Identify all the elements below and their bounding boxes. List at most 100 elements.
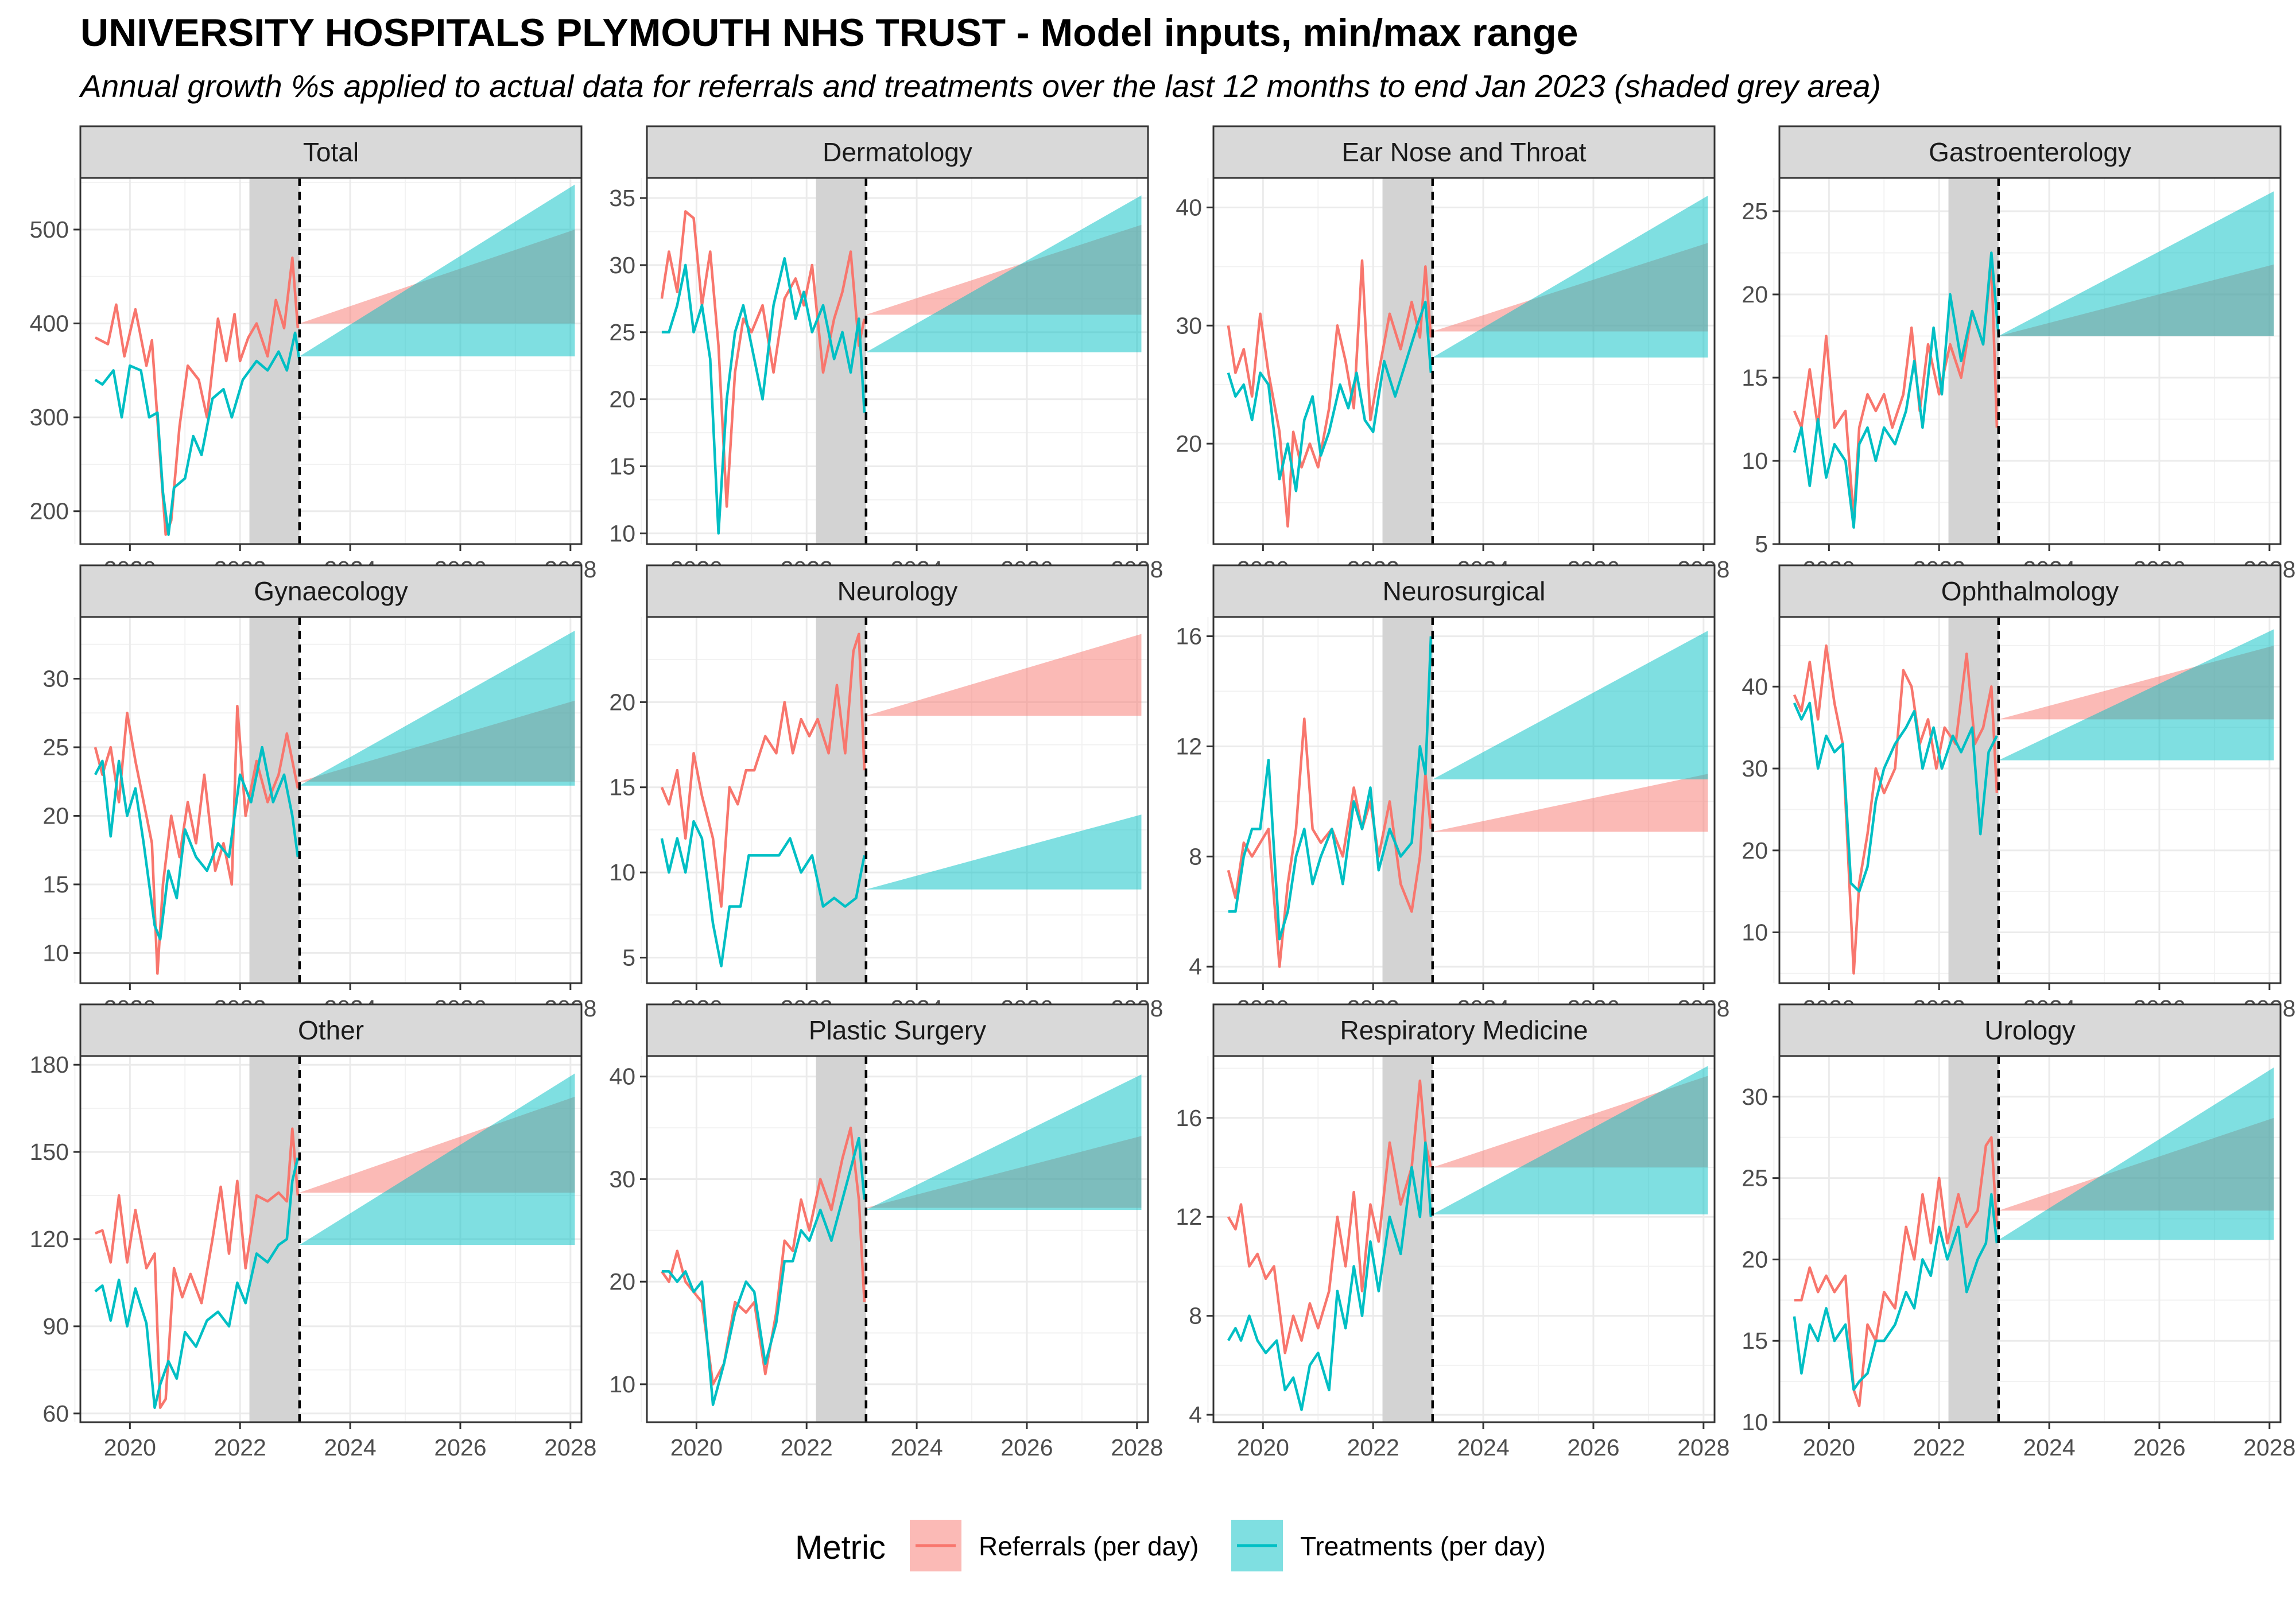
facet-strip	[1778, 1003, 2282, 1057]
x-tick-label: 2020	[104, 1434, 156, 1461]
baseline-shade	[816, 178, 866, 544]
panel-border	[646, 616, 1149, 984]
y-tick-label: 5	[1755, 531, 1768, 557]
legend: Metric Referrals (per day) Treatments (p…	[795, 1520, 1546, 1571]
x-tick-label: 2026	[1567, 1434, 1619, 1461]
baseline-shade	[1382, 617, 1433, 983]
y-tick-label: 30	[42, 666, 69, 692]
facet-strip	[646, 564, 1149, 618]
projection-band-treatments	[1998, 629, 2274, 760]
projection-band-treatments	[299, 630, 575, 786]
facet-strip	[1778, 564, 2282, 618]
legend-item-treatments: Treatments (per day)	[1231, 1520, 1546, 1571]
facet-gastroenterology: Gastroenterology510152025202020222024202…	[1742, 125, 2295, 583]
series-line-referrals	[1227, 259, 1433, 528]
baseline-shade	[1948, 1056, 1999, 1422]
projection-band-treatments	[1998, 191, 2274, 336]
y-tick-label: 15	[609, 453, 635, 479]
y-tick-label: 15	[609, 774, 635, 801]
panel-border	[1212, 177, 1716, 545]
projection-band-treatments	[866, 195, 1142, 352]
facet-ear-nose-and-throat: Ear Nose and Throat203040202020222024202…	[1176, 125, 1729, 583]
series-line-referrals	[660, 632, 866, 908]
x-tick-label: 2028	[2243, 1434, 2295, 1461]
x-tick-label: 2022	[1913, 1434, 1965, 1461]
series-line-treatments	[1793, 251, 2000, 529]
facet-strip	[79, 564, 583, 618]
facet-strip	[1212, 125, 1716, 179]
legend-title: Metric	[795, 1529, 886, 1566]
legend-label-referrals: Referrals (per day)	[979, 1531, 1199, 1561]
facet-strip-label: Gastroenterology	[1929, 137, 2131, 167]
projection-band-treatments	[299, 1073, 575, 1245]
y-tick-label: 30	[1742, 755, 1768, 782]
x-tick-label: 2022	[781, 1434, 833, 1461]
legend-label-treatments: Treatments (per day)	[1300, 1531, 1546, 1561]
y-tick-label: 30	[1176, 312, 1202, 339]
y-tick-label: 40	[1742, 673, 1768, 700]
facet-total: Total20030040050020202022202420262028	[30, 125, 596, 583]
y-tick-label: 40	[1176, 194, 1202, 220]
series-line-treatments	[1793, 1193, 1999, 1391]
y-tick-label: 5	[622, 944, 635, 971]
projection-band-treatments	[866, 814, 1142, 890]
series-line-treatments	[1793, 701, 1998, 893]
y-tick-label: 10	[609, 1371, 635, 1398]
y-tick-label: 30	[609, 1166, 635, 1192]
y-tick-label: 10	[42, 940, 69, 966]
y-tick-label: 4	[1189, 1402, 1202, 1428]
y-tick-label: 8	[1189, 1303, 1202, 1329]
series-line-treatments	[1227, 1141, 1433, 1411]
facet-strip-label: Gynaecology	[254, 576, 408, 606]
y-tick-label: 200	[30, 498, 69, 525]
series-line-referrals	[94, 705, 300, 975]
baseline-shade	[249, 1056, 300, 1422]
facet-neurosurgical: Neurosurgical48121620202022202420262028	[1176, 564, 1729, 1022]
y-tick-label: 10	[1742, 919, 1768, 946]
facet-strip-label: Total	[303, 137, 359, 167]
y-tick-label: 15	[42, 871, 69, 898]
y-tick-label: 12	[1176, 1204, 1202, 1230]
x-tick-label: 2020	[1237, 1434, 1289, 1461]
y-tick-label: 12	[1176, 733, 1202, 759]
facet-strip-label: Ear Nose and Throat	[1341, 137, 1586, 167]
x-tick-label: 2028	[544, 1434, 596, 1461]
y-tick-label: 10	[609, 520, 635, 546]
series-line-referrals	[1227, 1079, 1433, 1354]
panel-border	[1212, 1055, 1716, 1423]
facet-other: Other 60 90 120 150 180 2020 2022 2024 2026 2028	[30, 1003, 596, 1461]
y-tick-label: 8	[1189, 843, 1202, 870]
baseline-shade	[1382, 1056, 1433, 1422]
facet-strip-label: Ophthalmology	[1941, 576, 2119, 606]
x-tick-label: 2026	[1000, 1434, 1053, 1461]
series-line-referrals	[660, 210, 866, 508]
chart-title: UNIVERSITY HOSPITALS PLYMOUTH NHS TRUST …	[80, 11, 1578, 55]
baseline-shade	[816, 617, 866, 983]
facet-dermatology: Dermatology10152025303520202022202420262…	[609, 125, 1163, 583]
facet-ophthalmology: Ophthalmology102030402020202220242026202…	[1742, 564, 2295, 1022]
x-tick-label: 2024	[2023, 1434, 2075, 1461]
y-tick-label: 60	[42, 1400, 69, 1427]
projection-band-referrals	[1432, 774, 1708, 832]
projection-band-treatments	[1432, 1066, 1708, 1214]
facet-strip-label: Other	[298, 1015, 364, 1045]
facet-gynaecology: Gynaecology10152025302020202220242026202…	[42, 564, 596, 1022]
facet-strip	[1212, 1003, 1716, 1057]
facet-grid: Total20030040050020202022202420262028Der…	[30, 125, 2295, 1461]
y-tick-label: 35	[609, 185, 635, 211]
facet-strip-label: Neurosurgical	[1383, 576, 1546, 606]
facet-strip-label: Urology	[1984, 1015, 2076, 1045]
series-line-treatments	[94, 331, 301, 536]
facet-strip	[79, 1003, 583, 1057]
series-line-treatments	[94, 1157, 300, 1409]
x-tick-label: 2028	[1111, 1434, 1163, 1461]
y-tick-label: 20	[42, 802, 69, 829]
y-tick-label: 16	[1176, 623, 1202, 650]
y-tick-label: 20	[1742, 837, 1768, 864]
y-tick-label: 20	[609, 1268, 635, 1295]
projection-band-treatments	[1432, 630, 1708, 780]
panel-border	[1778, 177, 2282, 545]
x-tick-label: 2022	[1347, 1434, 1399, 1461]
y-tick-label: 10	[1742, 1409, 1768, 1435]
y-tick-label: 25	[609, 319, 635, 346]
